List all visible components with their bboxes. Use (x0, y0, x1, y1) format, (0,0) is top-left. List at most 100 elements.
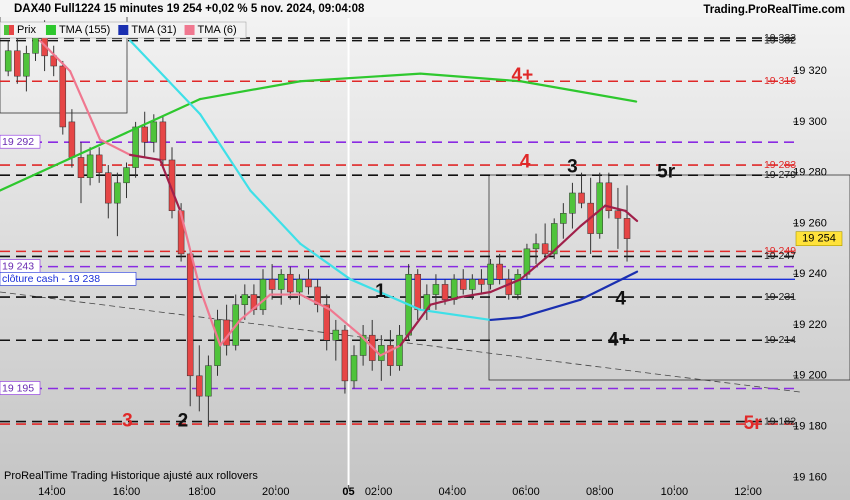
candle-body (359, 334, 367, 356)
indicator-segment (199, 80, 302, 101)
candle-body (114, 182, 121, 204)
indicator-segment (399, 303, 432, 347)
legend-swatch (9, 25, 14, 35)
level-label: 19 279 (764, 169, 796, 181)
legend-swatch (45, 25, 56, 35)
x-tick-label: 16:00 (113, 486, 141, 498)
candle-body (614, 210, 622, 219)
indicator-segment (299, 72, 422, 83)
indicator-segment (129, 39, 202, 116)
indicator-segment (349, 278, 422, 311)
candle-body (450, 279, 458, 300)
candle-body (268, 279, 276, 290)
x-tick-label: 02:00 (365, 486, 393, 498)
annotation: 4+ (608, 329, 630, 350)
indicator-segment (579, 204, 607, 228)
candle-body (159, 121, 167, 161)
header-bar (0, 0, 850, 17)
candle-body (68, 121, 76, 158)
candle-body (459, 279, 467, 290)
x-tick-label: 18:00 (188, 486, 216, 498)
indicator-segment (159, 158, 182, 212)
indicator-segment (99, 138, 132, 156)
level-label: 19 231 (764, 291, 796, 303)
candle-body (141, 126, 148, 143)
y-tick-label: 19 200 (793, 370, 827, 382)
candle-body (86, 154, 94, 178)
indicator-segment (199, 288, 222, 347)
legend-label: TMA (31) (131, 24, 176, 36)
chart-title: DAX40 Full1224 15 minutes 19 254 +0,02 %… (14, 3, 365, 15)
level-label: 19 247 (764, 250, 796, 262)
indicator-segment (38, 39, 72, 73)
source: Trading.ProRealTime.com (703, 4, 845, 16)
candle-body (332, 329, 340, 341)
annotation: 3 (122, 411, 133, 432)
indicator-segment (429, 295, 462, 306)
legend-swatch (4, 25, 9, 35)
indicator-segment (179, 209, 202, 291)
indicator-segment (459, 290, 492, 299)
x-tick-label: 08:00 (586, 486, 614, 498)
level-label: 19 283 (764, 159, 796, 171)
candle-body (541, 243, 549, 255)
candle-body (305, 279, 312, 288)
y-tick-label: 19 280 (793, 167, 827, 179)
level-label: 19 316 (764, 75, 796, 87)
candle-body (314, 286, 321, 305)
indicator-segment (579, 270, 639, 301)
candle-body (95, 154, 103, 173)
candle-body (623, 218, 631, 239)
candle-body (487, 263, 494, 285)
level-label: 19 182 (764, 415, 796, 427)
indicator-segment (549, 224, 582, 256)
legend-label: TMA (155) (59, 24, 110, 36)
candle-body (186, 253, 194, 377)
x-tick-label: 04:00 (439, 486, 467, 498)
candle-body (496, 263, 503, 280)
annotation: 4+ (512, 65, 534, 86)
level-label: 19 333 (764, 32, 796, 44)
indicator-segment (68, 69, 102, 141)
legend: Prix TMA (155) TMA (31) TMA (6) (0, 21, 247, 39)
price-tag (795, 231, 843, 246)
indicator-segment (489, 278, 522, 294)
x-tick-label: 14:00 (38, 486, 66, 498)
legend-label: Prix (17, 24, 36, 36)
candle-body (532, 243, 540, 250)
price-tag-label: 19 254 (802, 233, 836, 245)
candle-body (432, 284, 440, 295)
candle-body (59, 65, 67, 128)
level-label-bg (0, 381, 41, 395)
y-tick-label: 19 260 (793, 217, 827, 229)
indicator-segment (129, 153, 162, 162)
candle-body (350, 355, 358, 382)
indicator-segment (299, 242, 352, 281)
y-tick-label: 19 320 (793, 65, 827, 77)
indicator-segment (199, 113, 252, 192)
candle-body (414, 273, 421, 311)
annotation: 1 (375, 281, 386, 302)
candle-body (396, 334, 403, 366)
candle-body (478, 279, 485, 285)
candle-body (605, 182, 613, 212)
indicator-segment (239, 293, 272, 322)
candle-body (23, 53, 30, 77)
level-label-bg (0, 134, 41, 149)
indicator-segment (299, 293, 332, 311)
y-tick-label: 19 180 (793, 421, 827, 433)
level-label: 19 214 (764, 334, 796, 346)
candle-body (387, 345, 394, 366)
y-tick-label: 19 300 (793, 116, 827, 128)
indicator-segment (419, 72, 522, 83)
indicator-segment (519, 252, 552, 281)
annotation: 5r (744, 413, 763, 434)
annotation: 4 (520, 152, 531, 173)
indicator-segment (99, 97, 202, 146)
indicator-segment (624, 209, 639, 223)
candle-body (14, 50, 21, 77)
candle-body (287, 273, 294, 293)
level-label: 19 243 (2, 260, 34, 272)
candle-body (123, 167, 130, 184)
